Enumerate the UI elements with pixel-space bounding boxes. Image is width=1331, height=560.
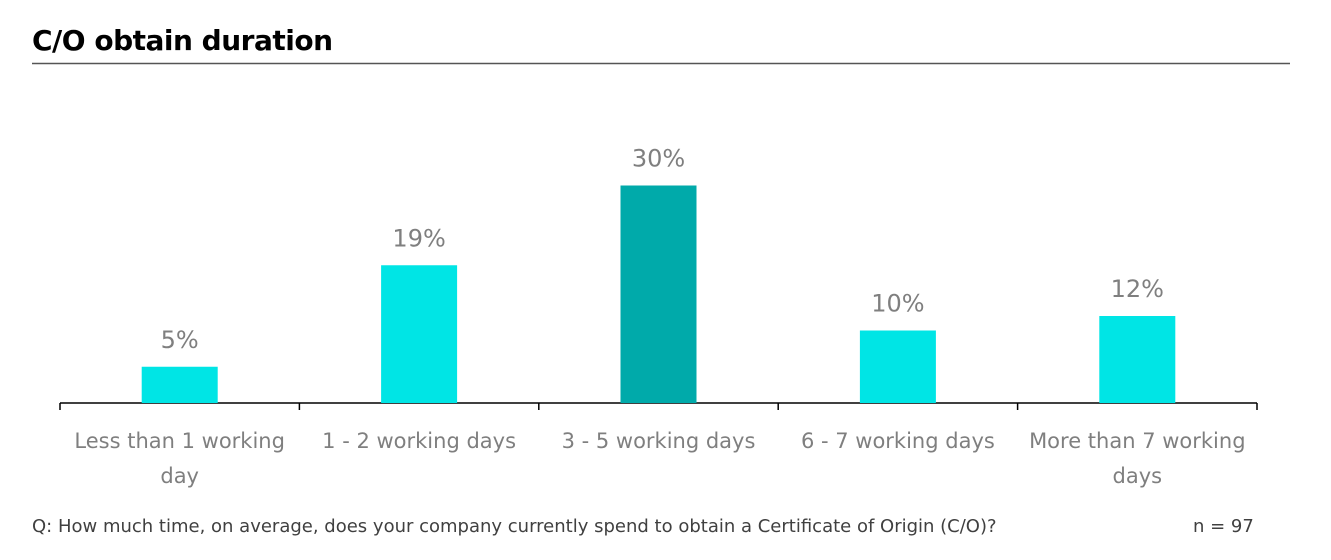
data-label: 30% [632, 145, 685, 173]
bar [620, 185, 697, 403]
chart-title: C/O obtain duration [32, 24, 333, 57]
x-tick-label: 6 - 7 working days [800, 429, 995, 453]
bar [1099, 316, 1176, 403]
x-tick-label: Less than 1 working day [74, 429, 285, 488]
x-tick-label: 3 - 5 working days [561, 429, 756, 453]
data-label: 10% [871, 290, 924, 318]
x-tick-label: More than 7 working days [1029, 429, 1246, 488]
sample-size: n = 97 [1193, 516, 1254, 537]
data-label: 5% [161, 326, 199, 354]
bar [141, 366, 218, 403]
x-tick-label: 1 - 2 working days [322, 429, 517, 453]
data-label: 19% [392, 224, 445, 252]
data-label: 12% [1111, 275, 1164, 303]
bar [859, 330, 936, 403]
footnote: Q: How much time, on average, does your … [32, 516, 997, 537]
bar [381, 265, 458, 403]
